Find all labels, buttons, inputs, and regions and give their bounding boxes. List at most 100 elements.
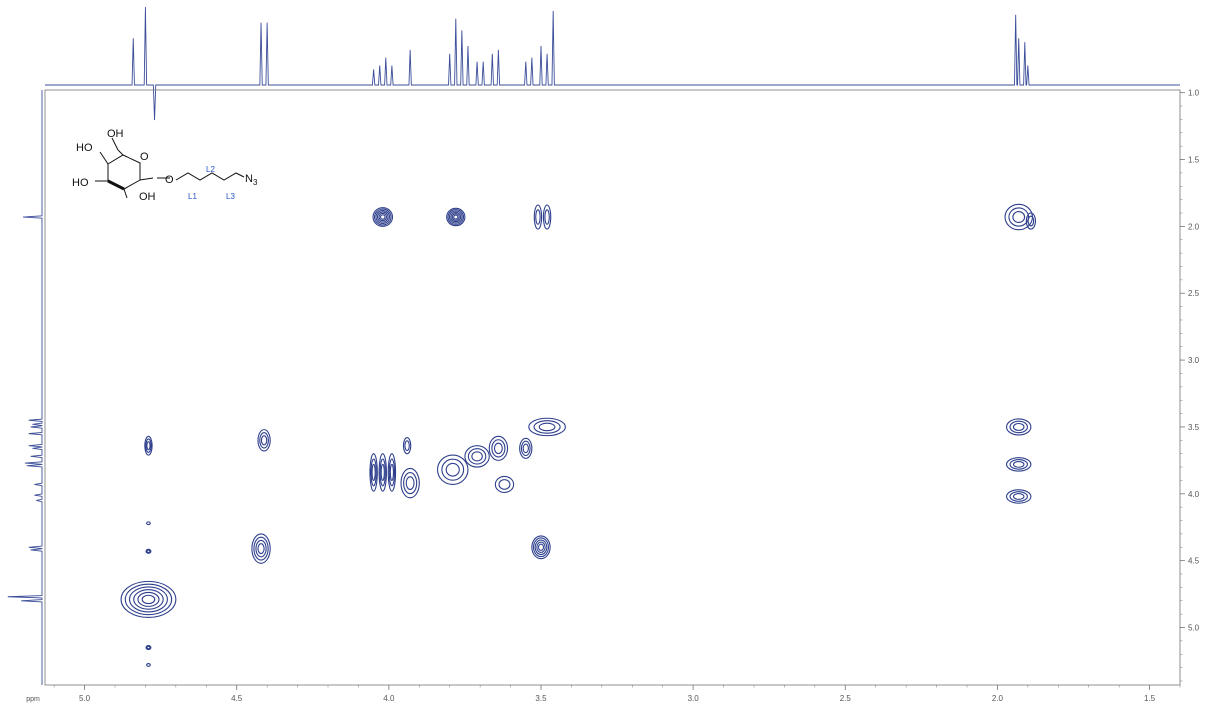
contour-ring [403, 472, 418, 495]
contour-ring [520, 440, 531, 457]
contour-ring [146, 549, 151, 554]
y-tick-label: 2.5 [1188, 289, 1200, 298]
cross-peak [1004, 203, 1033, 231]
contour-ring [257, 543, 265, 555]
contour-ring [144, 435, 153, 456]
cross-peak [1006, 489, 1032, 504]
contour-ring [488, 435, 509, 461]
cross-peak [120, 580, 177, 619]
contour-ring [378, 212, 388, 222]
cross-peak [402, 437, 412, 455]
contour-ring [145, 645, 152, 651]
left-projection-trace [7, 90, 43, 685]
x-tick-label: 5.0 [79, 694, 91, 703]
cross-peak [1025, 212, 1037, 230]
cross-peak [464, 445, 490, 468]
contour-ring [1008, 207, 1030, 227]
contour-ring [145, 438, 152, 453]
contour-ring [1012, 211, 1026, 224]
contour-ring [531, 535, 551, 560]
cross-peak [494, 475, 515, 494]
contour-ring [257, 429, 271, 452]
cross-peak [519, 437, 533, 459]
contour-ring [1025, 212, 1037, 230]
contour-ring [436, 454, 469, 485]
contour-ring [380, 463, 385, 481]
structure-azide-subscript: 3 [253, 178, 258, 187]
contour-ring [544, 209, 550, 225]
y-tick-label: 5.0 [1188, 624, 1200, 633]
contour-ring [1012, 493, 1025, 500]
contour-ring [1027, 215, 1035, 227]
structure-label-l2: L2 [206, 165, 215, 174]
cross-peak [369, 453, 378, 492]
contour-ring [128, 586, 168, 613]
contour-ring [451, 213, 460, 221]
cross-peak [542, 204, 552, 230]
contour-ring [1009, 459, 1028, 470]
structure-ho-left: HO [72, 177, 89, 189]
cross-peak [1006, 418, 1032, 436]
contour-ring [1009, 420, 1028, 434]
contour-ring [538, 422, 556, 432]
contour-ring [388, 458, 396, 487]
contour-ring [146, 645, 151, 650]
cross-peak [144, 435, 153, 456]
cross-peak [378, 453, 387, 492]
contour-ring [146, 521, 151, 526]
contour-ring [1006, 489, 1032, 504]
cross-peak [145, 645, 152, 651]
contour-ring [373, 208, 392, 226]
contour-ring [375, 209, 391, 225]
structure-azide-n: N [245, 173, 253, 185]
contour-ring [448, 210, 463, 224]
contour-ring [146, 441, 151, 451]
cross-peak [446, 207, 466, 227]
x-axis-unit: ppm [26, 696, 40, 703]
contour-ring [120, 580, 177, 619]
contour-ring [447, 209, 465, 225]
y-tick-label: 3.5 [1188, 423, 1200, 432]
x-tick-label: 1.5 [1144, 694, 1156, 703]
plot-border [44, 89, 1181, 686]
cross-peak [146, 521, 151, 526]
contour-ring [464, 445, 490, 468]
cross-peak [146, 663, 151, 667]
y-axis: 1.0 1.5 2.0 2.5 3.0 3.5 4.0 4.5 5.0 [1180, 89, 1200, 682]
contour-ring [471, 451, 483, 462]
contour-ring [255, 539, 267, 558]
contour-ring [400, 467, 420, 499]
structure-ring-oxygen: O [140, 151, 149, 163]
contour-ring [528, 417, 566, 437]
x-tick-label: 3.5 [535, 694, 547, 703]
contour-ring [450, 211, 462, 223]
contour-ring [533, 204, 543, 230]
contour-ring [145, 548, 152, 554]
structure-label-l3: L3 [226, 192, 235, 201]
contour-ring [498, 479, 511, 490]
contour-ring [379, 458, 386, 487]
y-tick-label: 1.0 [1188, 89, 1200, 98]
x-tick-label: 4.0 [383, 694, 395, 703]
contour-ring [494, 475, 515, 494]
y-tick-label: 4.0 [1188, 490, 1200, 499]
contour-ring [1012, 422, 1025, 431]
contour-ring [441, 458, 465, 481]
contour-ring [1006, 457, 1032, 472]
contour-ring [537, 543, 545, 551]
cross-peak [1006, 457, 1032, 472]
cross-peak [488, 435, 509, 461]
structure-oh-bottom: OH [139, 191, 156, 203]
x-axis: 5.0 4.5 4.0 3.5 3.0 2.5 2.0 1.5 ppm [26, 685, 1181, 703]
contour-ring [536, 541, 546, 553]
contour-ring [402, 437, 412, 455]
x-tick-label: 2.5 [840, 694, 852, 703]
cross-peak [533, 204, 543, 230]
contour-ring [387, 453, 397, 492]
contour-ring [137, 591, 160, 607]
cross-peak [257, 429, 271, 452]
contour-ring [404, 440, 410, 452]
contour-ring [389, 463, 395, 481]
